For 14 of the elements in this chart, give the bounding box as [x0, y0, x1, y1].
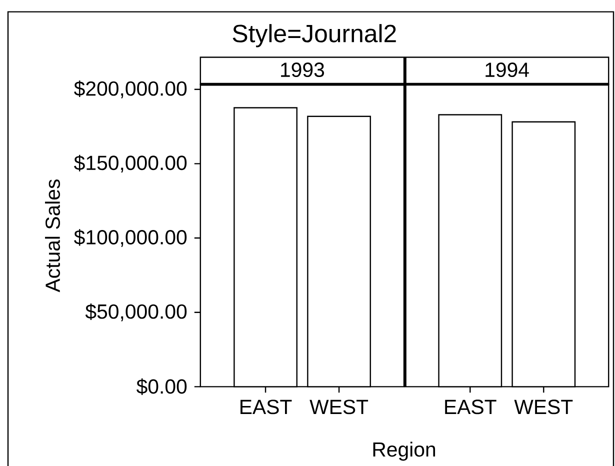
y-tick-label: $100,000.00: [74, 229, 187, 247]
y-axis-title: Actual Sales: [45, 180, 60, 292]
y-tick-label: $150,000.00: [74, 154, 187, 173]
x-tick-label: EAST: [240, 400, 292, 414]
chart-subtitle: 1993: [281, 62, 324, 78]
y-tick-label: $0.00: [136, 378, 187, 395]
x-axis-title: Region: [373, 442, 436, 461]
chart-title: Style=Journal2: [232, 24, 396, 48]
chart-subtitle: 1994: [486, 62, 529, 78]
x-tick-label: EAST: [445, 400, 496, 414]
y-tick-label: $200,000.00: [74, 80, 187, 98]
x-tick-label: WEST: [514, 400, 573, 414]
x-tick-label: WEST: [310, 400, 368, 414]
y-tick-label: $50,000.00: [85, 303, 187, 322]
